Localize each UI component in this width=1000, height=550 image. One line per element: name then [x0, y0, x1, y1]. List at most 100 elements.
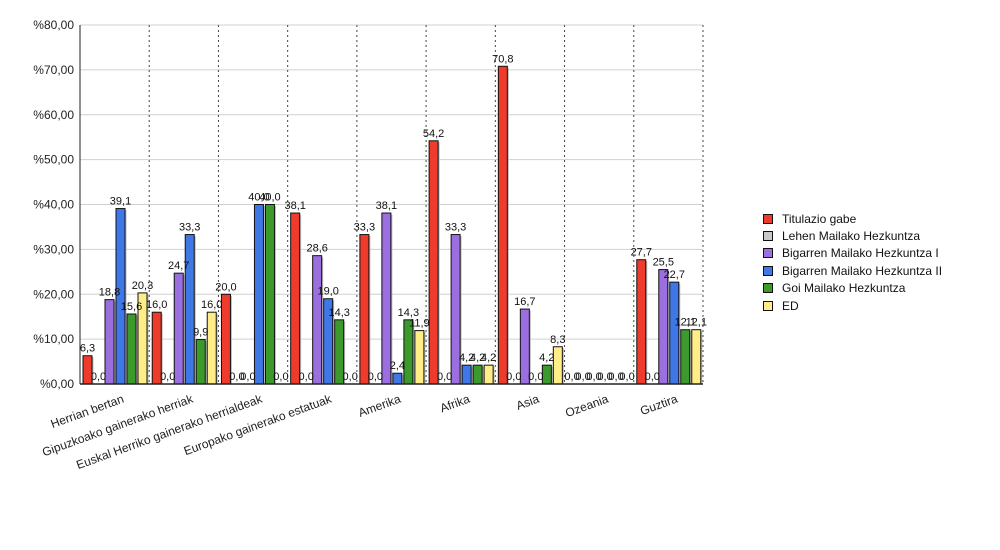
- bar: [359, 234, 370, 385]
- data-label: 20,3: [132, 280, 153, 292]
- legend-label: Titulazio gabe: [782, 211, 857, 226]
- data-label: 0,0: [91, 371, 106, 383]
- bar: [264, 204, 275, 385]
- x-tick-label: Guztira: [638, 392, 679, 418]
- data-label: 15,6: [121, 301, 142, 313]
- bar: [483, 364, 494, 385]
- data-label: 9,9: [193, 327, 208, 339]
- data-label: 0,0: [299, 371, 314, 383]
- data-label: 0,0: [343, 371, 358, 383]
- bar: [312, 255, 323, 385]
- data-label: 6,3: [80, 343, 95, 355]
- legend-label: Bigarren Mailako Hezkuntza I: [782, 246, 939, 261]
- bar: [472, 364, 483, 385]
- data-label: 40,0: [248, 192, 269, 204]
- x-tick-label: Afrika: [438, 392, 472, 416]
- bar: [206, 311, 217, 385]
- legend-swatch: [763, 248, 773, 259]
- bar: [392, 372, 403, 385]
- data-label: 0,0: [564, 371, 579, 383]
- legend-label: Lehen Mailako Hezkuntza: [782, 229, 921, 244]
- bars: [82, 65, 703, 385]
- bar: [680, 329, 691, 385]
- bar: [184, 234, 195, 385]
- x-tick-label: Asia: [514, 392, 541, 413]
- bar: [428, 140, 439, 385]
- data-label: 8,3: [550, 334, 565, 346]
- y-tick-label: %10,00: [33, 332, 74, 346]
- data-label: 0,0: [437, 371, 452, 383]
- data-label: 16,7: [514, 296, 535, 308]
- y-tick-label: %0,00: [40, 377, 74, 391]
- data-label: 0,0: [586, 371, 601, 383]
- bar: [552, 346, 563, 385]
- bar: [126, 313, 137, 385]
- data-label: 25,5: [653, 257, 674, 269]
- y-tick-label: %80,00: [33, 18, 74, 32]
- bar: [104, 299, 115, 385]
- data-label: 4,2: [539, 352, 554, 364]
- data-label: 20,0: [215, 281, 236, 293]
- bar: [195, 339, 206, 385]
- data-label: 4,2: [470, 352, 485, 364]
- y-tick-label: %40,00: [33, 198, 74, 212]
- data-label: 14,3: [398, 307, 419, 319]
- data-label: 28,6: [306, 243, 327, 255]
- data-label: 12,1: [686, 317, 707, 329]
- data-label: 16,0: [201, 299, 222, 311]
- bar: [691, 329, 702, 385]
- legend-item: Goi Mailako Hezkuntza: [763, 280, 942, 297]
- data-label: 12,1: [675, 317, 696, 329]
- data-label: 16,0: [146, 299, 167, 311]
- y-tick-label: %70,00: [33, 63, 74, 77]
- data-label: 0,0: [619, 371, 634, 383]
- y-tick-label: %20,00: [33, 287, 74, 301]
- data-label: 0,0: [608, 371, 623, 383]
- data-label: 0,0: [273, 371, 288, 383]
- bar: [669, 281, 680, 385]
- x-tick-label: Amerika: [356, 392, 402, 420]
- bar: [173, 272, 184, 385]
- data-label: 4,2: [459, 352, 474, 364]
- data-label: 54,2: [423, 128, 444, 140]
- legend-item: Titulazio gabe: [763, 210, 942, 227]
- legend-item: Bigarren Mailako Hezkuntza II: [763, 262, 942, 279]
- bar: [290, 212, 301, 385]
- legend-swatch: [763, 213, 773, 224]
- data-label: 0,0: [240, 371, 255, 383]
- data-label: 38,1: [284, 200, 305, 212]
- data-label: 24,7: [168, 260, 189, 272]
- bar: [541, 364, 552, 385]
- data-label: 0,0: [160, 371, 175, 383]
- legend-label: Bigarren Mailako Hezkuntza II: [782, 263, 943, 278]
- data-label: 33,3: [179, 222, 200, 234]
- data-label: 0,0: [528, 371, 543, 383]
- bar: [414, 330, 425, 385]
- x-tick-label: Ozeania: [563, 392, 610, 421]
- data-label: 39,1: [110, 196, 131, 208]
- data-label: 27,7: [631, 247, 652, 259]
- data-label: 0,0: [645, 371, 660, 383]
- bar: [497, 65, 508, 385]
- legend: Titulazio gabe Lehen Mailako Hezkuntza Big…: [763, 210, 942, 314]
- data-label: 0,0: [506, 371, 521, 383]
- legend-swatch: [763, 283, 773, 294]
- data-label: 38,1: [376, 200, 397, 212]
- bar: [658, 269, 669, 385]
- legend-item: Lehen Mailako Hezkuntza: [763, 227, 942, 244]
- data-label: 70,8: [492, 53, 513, 65]
- legend-item: Bigarren Mailako Hezkuntza I: [763, 245, 942, 262]
- data-label: 40,0: [259, 192, 280, 204]
- data-label: 0,0: [597, 371, 612, 383]
- y-tick-label: %60,00: [33, 108, 74, 122]
- data-label: 11,9: [409, 318, 430, 330]
- data-label: 22,7: [664, 269, 685, 281]
- data-label: 19,0: [317, 286, 338, 298]
- data-label: 4,2: [481, 352, 496, 364]
- y-tick-label: %50,00: [33, 153, 74, 167]
- data-label: 2,4: [390, 360, 405, 372]
- legend-swatch: [763, 231, 773, 242]
- data-label: 0,0: [368, 371, 383, 383]
